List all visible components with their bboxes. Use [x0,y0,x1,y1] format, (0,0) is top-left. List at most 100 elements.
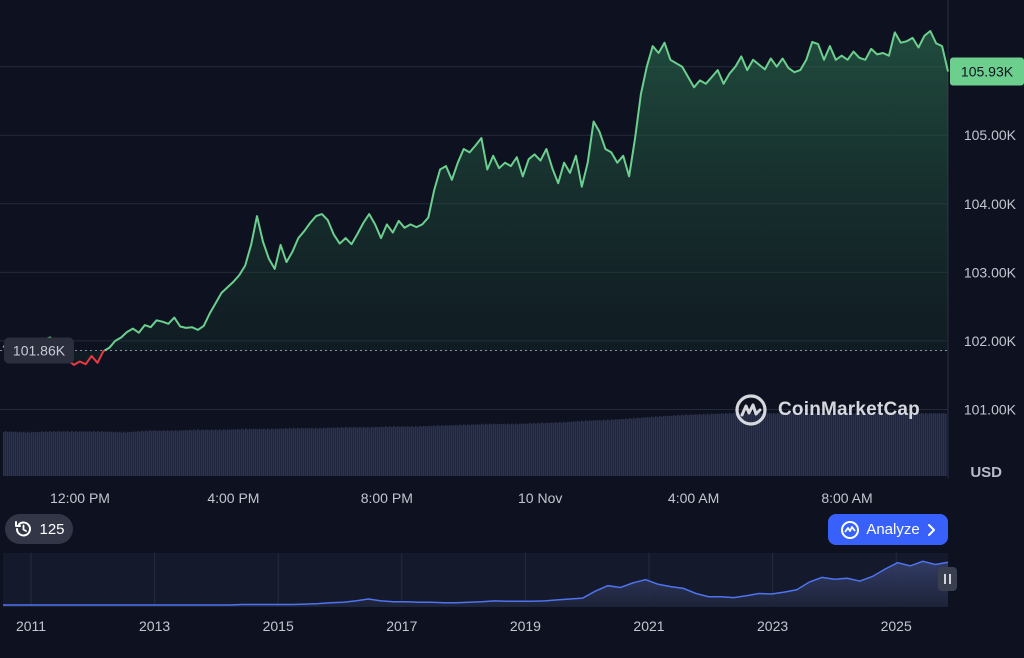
volume-bar [713,414,715,476]
volume-bar [743,413,745,476]
volume-bar [649,417,651,476]
volume-bar [65,431,67,476]
volume-bar [917,412,919,476]
volume-bar [613,420,615,476]
volume-bar [759,412,761,476]
overview-x-tick-label: 2021 [633,618,664,634]
volume-bar [43,432,45,476]
volume-bar [441,425,443,476]
volume-bar [881,412,883,476]
volume-bar [567,421,569,476]
volume-bar [515,423,517,476]
volume-bar [667,415,669,476]
volume-bar [327,427,329,476]
volume-bar [307,427,309,476]
analyze-button[interactable]: Analyze [828,514,948,545]
volume-bar [33,432,35,476]
volume-bar [271,428,273,476]
volume-bar [9,431,11,476]
x-tick-label: 8:00 AM [821,490,872,506]
volume-bar [393,426,395,476]
overview-navigator[interactable]: 2011 2013 2015 2017 2019 2021 2023 2025 [3,553,957,634]
volume-bar [457,425,459,476]
volume-bar [653,417,655,476]
volume-bar [109,431,111,476]
volume-bar [269,429,271,476]
volume-bar [235,429,237,476]
volume-bar [325,428,327,476]
volume-bar [21,432,23,476]
volume-bar [169,431,171,476]
volume-bar [697,414,699,476]
volume-bar [407,426,409,476]
volume-bar [215,429,217,476]
volume-bar [497,423,499,476]
volume-bar [557,422,559,476]
volume-bar [117,432,119,476]
volume-bar [925,412,927,476]
volume-bar [389,426,391,476]
volume-bar [751,412,753,476]
volume-bar [915,413,917,476]
volume-bar [39,432,41,476]
volume-bar [901,413,903,476]
volume-bar [835,413,837,476]
volume-bar [153,430,155,476]
volume-bar [53,431,55,476]
volume-bar [695,414,697,476]
volume-bar [825,412,827,476]
volume-bar [183,430,185,476]
volume-bar [365,427,367,476]
volume-bar [375,426,377,476]
volume-bar [609,420,611,476]
volume-bar [173,431,175,476]
volume-bar [361,427,363,476]
volume-bar [199,430,201,476]
volume-bar [401,426,403,476]
volume-bar [479,424,481,476]
volume-bar [277,428,279,476]
volume-bar [913,413,915,476]
volume-bar [347,427,349,476]
volume-bar [805,413,807,476]
volume-bar [621,419,623,476]
volume-bar [755,412,757,476]
volume-bar [585,420,587,476]
volume-bar [373,427,375,476]
volume-bar [623,419,625,476]
volume-bar [385,426,387,476]
volume-bar [601,420,603,476]
volume-bar [185,430,187,476]
volume-bar [317,428,319,476]
volume-bar [659,416,661,476]
volume-bar [151,431,153,476]
volume-bar [391,426,393,476]
volume-bar [843,413,845,476]
y-tick-label: 104.00K [964,196,1017,212]
volume-bar [411,426,413,476]
volume-bar [111,431,113,476]
volume-bar [19,431,21,476]
volume-bar [645,417,647,476]
volume-bar [11,431,13,476]
volume-bar [7,431,9,476]
volume-bar [525,423,527,476]
volume-bar [735,413,737,476]
overview-x-tick-label: 2013 [139,618,170,634]
pause-handle-bg[interactable] [938,567,957,591]
volume-bar [297,427,299,476]
volume-bar [105,431,107,476]
volume-bar [241,428,243,476]
history-button[interactable]: 125 [5,514,73,544]
volume-bar [351,427,353,476]
x-tick-label: 12:00 PM [50,490,110,506]
pause-icon[interactable] [938,567,957,591]
volume-bar [147,431,149,476]
volume-bar [705,414,707,476]
volume-bar [665,416,667,476]
volume-bar [795,413,797,476]
volume-bar [597,420,599,476]
x-tick-label: 8:00 PM [361,490,413,506]
volume-bar [565,422,567,476]
